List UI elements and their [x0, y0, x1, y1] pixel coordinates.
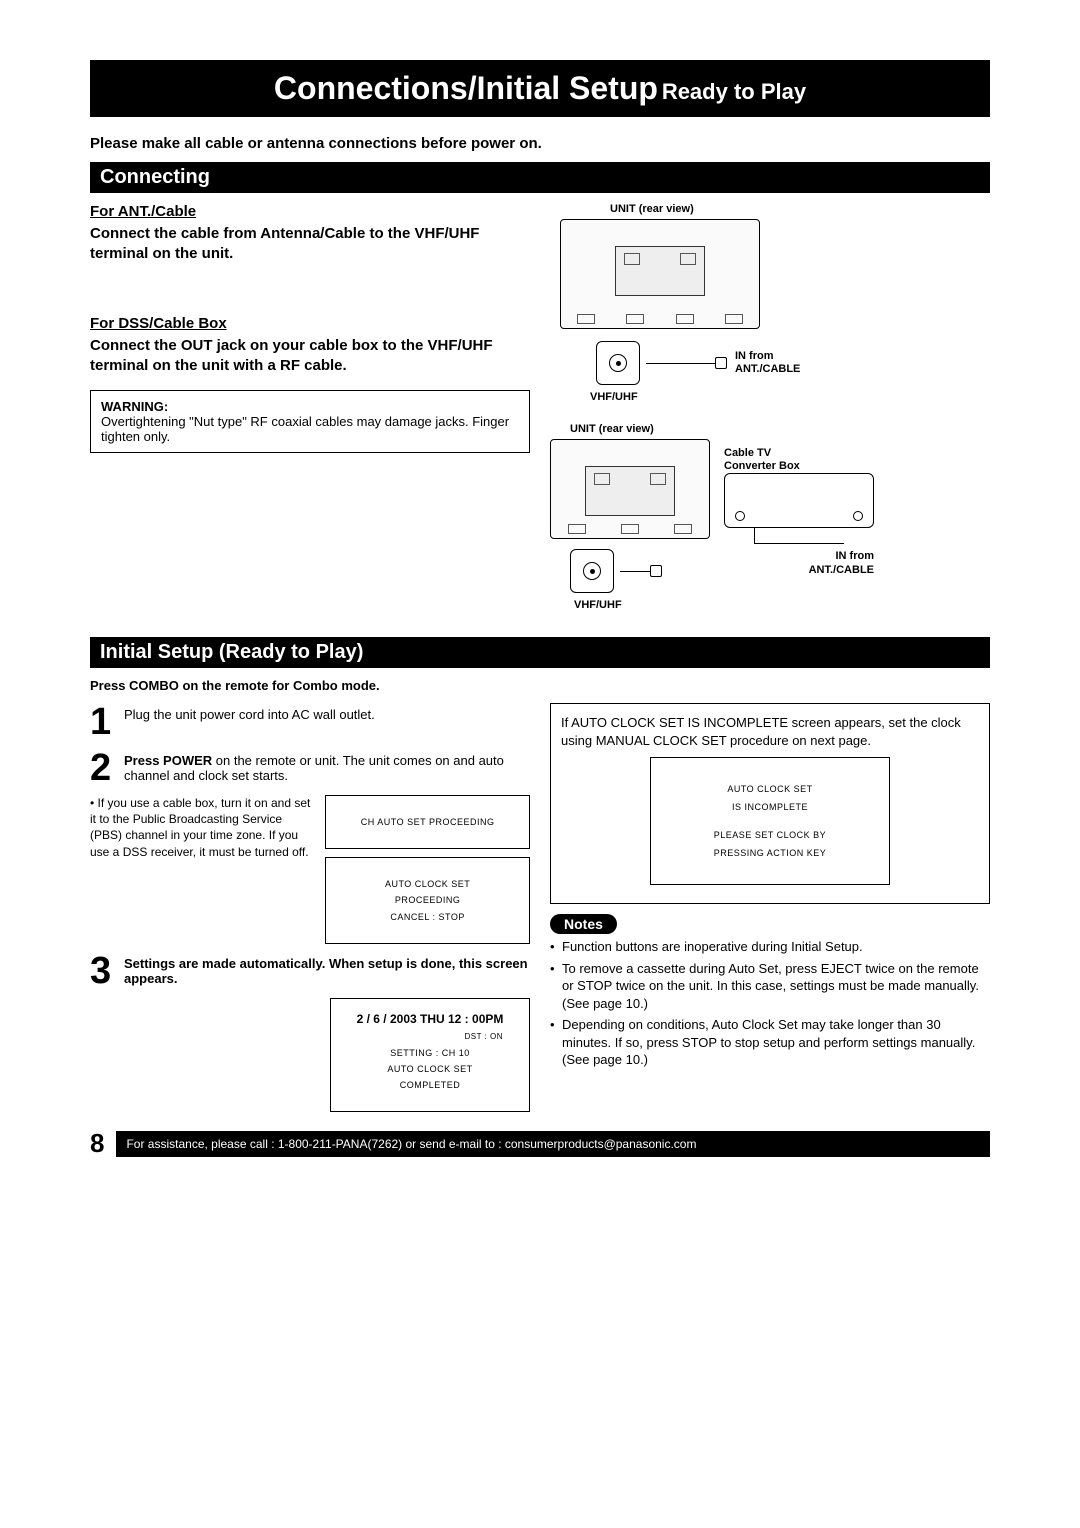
notes-list: Function buttons are inoperative during … — [550, 938, 990, 1069]
screen-incomplete-l2: IS INCOMPLETE — [659, 798, 881, 816]
screen-auto-clock: AUTO CLOCK SET PROCEEDING CANCEL : STOP — [325, 857, 530, 944]
screen-done-l1: 2 / 6 / 2003 THU 12 : 00PM — [337, 1009, 523, 1031]
ant-cable-label-2: ANT./CABLE — [809, 564, 874, 576]
in-from-label-2: IN from — [836, 550, 875, 562]
diagram-dss-cable: UNIT (rear view) VHF/UHF — [550, 423, 990, 611]
step-2-bold: Press POWER — [124, 753, 212, 768]
converter-box-graphic — [724, 473, 874, 528]
step-3: 3 Settings are made automatically. When … — [90, 952, 530, 990]
incomplete-para: If AUTO CLOCK SET IS INCOMPLETE screen a… — [561, 714, 979, 749]
note-item: Function buttons are inoperative during … — [550, 938, 990, 956]
dss-heading: For DSS/Cable Box — [90, 315, 530, 332]
section-initial-setup-heading: Initial Setup (Ready to Play) — [90, 637, 990, 668]
screen-incomplete: AUTO CLOCK SET IS INCOMPLETE PLEASE SET … — [650, 757, 890, 885]
screen-ch-auto: CH AUTO SET PROCEEDING — [325, 795, 530, 849]
screen-completed: 2 / 6 / 2003 THU 12 : 00PM DST : ON SETT… — [330, 998, 530, 1113]
footer-assistance: For assistance, please call : 1-800-211-… — [116, 1131, 990, 1157]
step-1-text: Plug the unit power cord into AC wall ou… — [124, 703, 375, 722]
vhf-connector-2 — [570, 549, 614, 593]
step-2-num: 2 — [90, 749, 118, 787]
ant-cable-label-1: ANT./CABLE — [735, 363, 800, 375]
title-sub: Ready to Play — [662, 79, 806, 104]
step-2: 2 Press POWER on the remote or unit. The… — [90, 749, 530, 787]
vhf-uhf-label-1: VHF/UHF — [590, 391, 990, 403]
sidenote-text: If you use a cable box, turn it on and s… — [90, 796, 310, 859]
footer: 8 For assistance, please call : 1-800-21… — [90, 1128, 990, 1159]
incomplete-box: If AUTO CLOCK SET IS INCOMPLETE screen a… — [550, 703, 990, 904]
page-title-bar: Connections/Initial Setup Ready to Play — [90, 60, 990, 117]
screen-auto-clock-l1: AUTO CLOCK SET — [332, 876, 523, 892]
warning-label: WARNING: — [101, 399, 168, 414]
step-3-text: Settings are made automatically. When se… — [124, 952, 530, 986]
note-item: Depending on conditions, Auto Clock Set … — [550, 1016, 990, 1069]
step-3-num: 3 — [90, 952, 118, 990]
screen-done-l4: AUTO CLOCK SET — [337, 1061, 523, 1077]
vhf-connector-1 — [596, 341, 640, 385]
dss-body: Connect the OUT jack on your cable box t… — [90, 336, 530, 377]
step-1: 1 Plug the unit power cord into AC wall … — [90, 703, 530, 741]
screen-auto-clock-l2: PROCEEDING — [332, 892, 523, 908]
cable-tv-label: Cable TV — [724, 447, 771, 459]
intro-text: Please make all cable or antenna connect… — [90, 135, 990, 152]
title-main: Connections/Initial Setup — [274, 70, 658, 106]
unit-rear-label-1: UNIT (rear view) — [610, 203, 990, 215]
screen-incomplete-l3: PLEASE SET CLOCK BY — [659, 826, 881, 844]
sidenote-bullet: • — [90, 796, 94, 810]
note-item: To remove a cassette during Auto Set, pr… — [550, 960, 990, 1013]
warning-box: WARNING: Overtightening "Nut type" RF co… — [90, 390, 530, 453]
page-number: 8 — [90, 1128, 104, 1159]
screen-done-l5: COMPLETED — [337, 1077, 523, 1093]
unit-rear-label-2: UNIT (rear view) — [570, 423, 990, 435]
in-from-label-1: IN from — [735, 350, 774, 362]
warning-body: Overtightening "Nut type" RF coaxial cab… — [101, 414, 509, 444]
step-1-num: 1 — [90, 703, 118, 741]
screen-incomplete-l4: PRESSING ACTION KEY — [659, 844, 881, 862]
notes-label: Notes — [550, 914, 617, 934]
section-connecting-heading: Connecting — [90, 162, 990, 193]
converter-label: Converter Box — [724, 460, 800, 472]
screen-auto-clock-l3: CANCEL : STOP — [332, 909, 523, 925]
screen-done-l3: SETTING : CH 10 — [337, 1045, 523, 1061]
screen-incomplete-l1: AUTO CLOCK SET — [659, 780, 881, 798]
diagram-ant-cable: UNIT (rear view) IN from ANT./CABLE VHF/… — [550, 203, 990, 403]
press-combo-text: Press COMBO on the remote for Combo mode… — [90, 678, 990, 693]
vhf-uhf-label-2: VHF/UHF — [574, 599, 710, 611]
ant-cable-body: Connect the cable from Antenna/Cable to … — [90, 224, 530, 265]
screen-ch-auto-text: CH AUTO SET PROCEEDING — [361, 817, 495, 827]
ant-cable-heading: For ANT./Cable — [90, 203, 530, 220]
screen-done-l2: DST : ON — [337, 1030, 523, 1044]
